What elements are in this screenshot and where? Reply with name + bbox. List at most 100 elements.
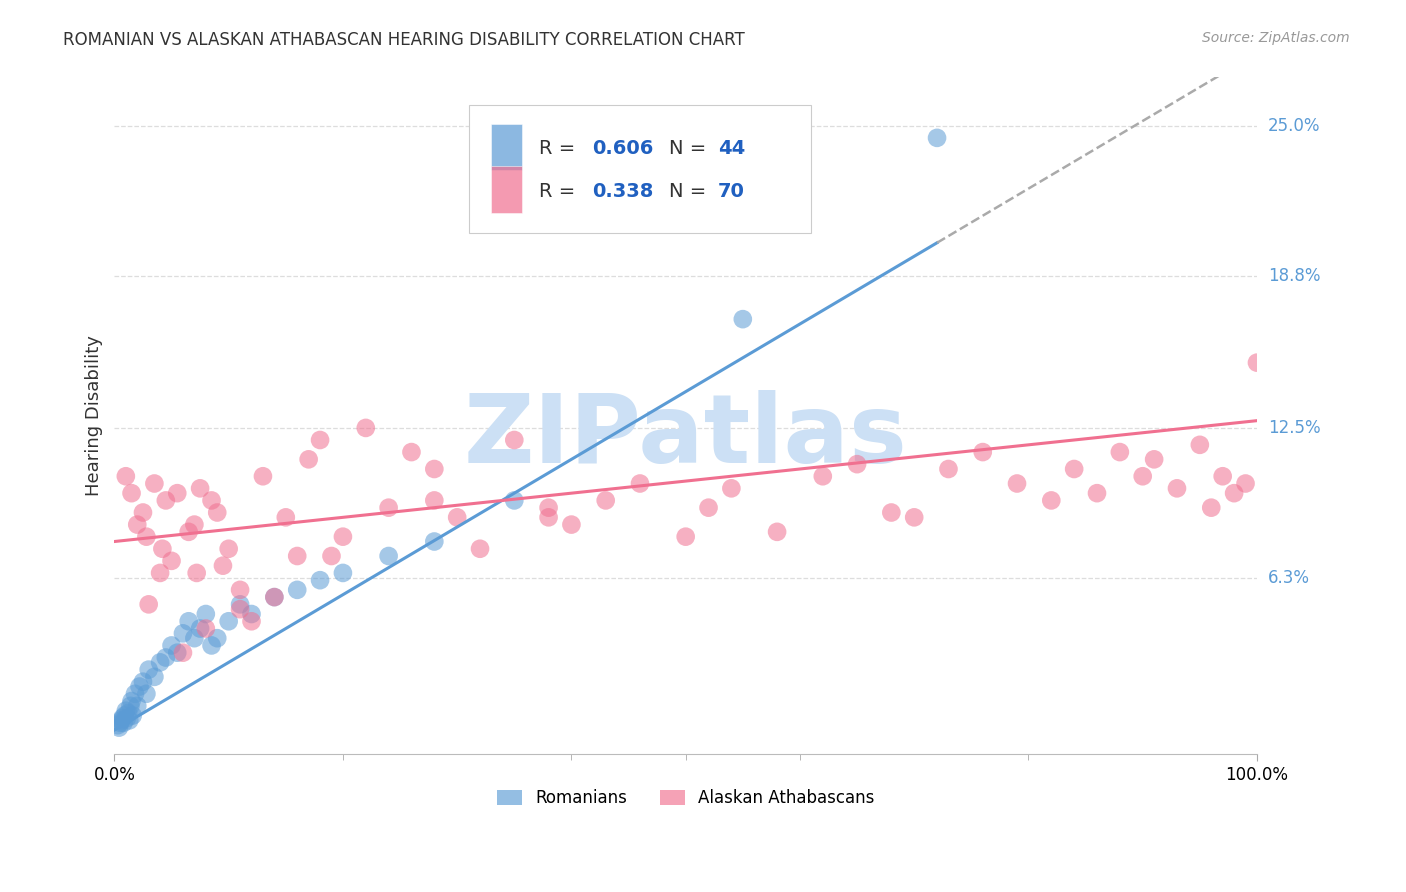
Point <box>152 541 174 556</box>
Point <box>972 445 994 459</box>
Point <box>183 631 205 645</box>
Point <box>1246 356 1268 370</box>
Point <box>560 517 582 532</box>
Point <box>503 433 526 447</box>
Text: R =: R = <box>540 182 582 201</box>
Point <box>160 554 183 568</box>
Text: N =: N = <box>668 139 711 158</box>
Point <box>537 500 560 515</box>
Point <box>115 711 138 725</box>
Point <box>811 469 834 483</box>
Text: 44: 44 <box>717 139 745 158</box>
Point <box>1132 469 1154 483</box>
Point <box>720 481 742 495</box>
Text: R =: R = <box>540 139 582 158</box>
Point <box>285 549 308 563</box>
Point <box>1212 469 1234 483</box>
Point <box>229 598 252 612</box>
Point <box>468 541 491 556</box>
Point <box>263 590 285 604</box>
FancyBboxPatch shape <box>492 124 522 170</box>
Point <box>188 622 211 636</box>
Point <box>503 493 526 508</box>
Point <box>766 524 789 539</box>
Point <box>183 517 205 532</box>
Text: Source: ZipAtlas.com: Source: ZipAtlas.com <box>1202 31 1350 45</box>
Point <box>401 445 423 459</box>
Point <box>121 486 143 500</box>
Legend: Romanians, Alaskan Athabascans: Romanians, Alaskan Athabascans <box>489 782 882 814</box>
Point <box>200 493 222 508</box>
Point <box>107 718 129 732</box>
Point <box>207 506 229 520</box>
Point <box>127 517 149 532</box>
Point <box>128 680 150 694</box>
Point <box>1143 452 1166 467</box>
Point <box>697 500 720 515</box>
Point <box>143 476 166 491</box>
Text: 70: 70 <box>717 182 745 201</box>
Point <box>110 714 132 728</box>
Point <box>194 607 217 621</box>
Point <box>121 694 143 708</box>
Point <box>298 452 321 467</box>
FancyBboxPatch shape <box>492 167 522 213</box>
Point <box>132 674 155 689</box>
Point <box>925 131 948 145</box>
Point <box>423 462 446 476</box>
Point <box>108 721 131 735</box>
Point <box>537 510 560 524</box>
Point <box>186 566 208 580</box>
Point <box>149 566 172 580</box>
Point <box>132 506 155 520</box>
Point <box>240 607 263 621</box>
Point <box>218 541 240 556</box>
Point <box>309 433 332 447</box>
Point <box>138 598 160 612</box>
Point <box>218 614 240 628</box>
Point <box>121 708 143 723</box>
Point <box>377 500 399 515</box>
Point <box>160 639 183 653</box>
Point <box>675 530 697 544</box>
Point <box>172 626 194 640</box>
Point <box>1108 445 1130 459</box>
Point <box>1223 486 1246 500</box>
Point <box>138 663 160 677</box>
Point <box>1063 462 1085 476</box>
Point <box>285 582 308 597</box>
Point <box>155 493 177 508</box>
Point <box>177 614 200 628</box>
Point <box>111 711 134 725</box>
Point <box>143 670 166 684</box>
Point <box>229 602 252 616</box>
Point <box>1188 438 1211 452</box>
Text: ROMANIAN VS ALASKAN ATHABASCAN HEARING DISABILITY CORRELATION CHART: ROMANIAN VS ALASKAN ATHABASCAN HEARING D… <box>63 31 745 49</box>
Point <box>135 530 157 544</box>
Point <box>177 524 200 539</box>
Point <box>212 558 235 573</box>
Point <box>166 486 188 500</box>
Point <box>155 650 177 665</box>
Point <box>114 708 136 723</box>
Point <box>880 506 903 520</box>
Point <box>321 549 343 563</box>
Point <box>108 715 131 730</box>
Point <box>188 481 211 495</box>
Text: 6.3%: 6.3% <box>1268 569 1310 587</box>
Point <box>1199 500 1222 515</box>
Point <box>354 421 377 435</box>
Point <box>332 566 354 580</box>
Text: 25.0%: 25.0% <box>1268 117 1320 135</box>
Text: 12.5%: 12.5% <box>1268 419 1320 437</box>
FancyBboxPatch shape <box>468 104 811 233</box>
Text: 0.338: 0.338 <box>592 182 654 201</box>
Point <box>117 706 139 720</box>
Point <box>446 510 468 524</box>
Point <box>274 510 297 524</box>
Point <box>166 646 188 660</box>
Text: ZIPatlas: ZIPatlas <box>464 390 908 483</box>
Point <box>200 639 222 653</box>
Text: N =: N = <box>668 182 711 201</box>
Point <box>423 534 446 549</box>
